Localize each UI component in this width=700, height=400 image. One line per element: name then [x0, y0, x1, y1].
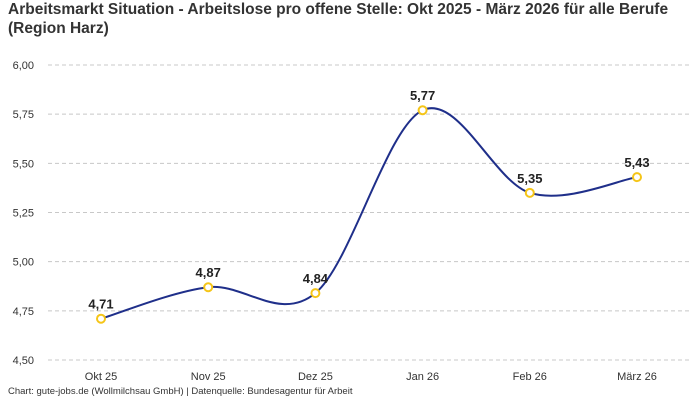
data-point: [632, 172, 642, 183]
y-tick-label: 6,00: [13, 60, 34, 72]
y-tick-label: 4,75: [13, 306, 34, 318]
data-points: [96, 105, 642, 324]
y-tick-label: 5,50: [13, 158, 34, 170]
data-label: 5,43: [624, 155, 649, 170]
y-tick-label: 4,50: [13, 355, 34, 367]
data-label: 4,84: [303, 271, 329, 286]
x-tick-label: Okt 25: [85, 371, 117, 383]
y-axis-ticks: 4,50 4,75 5,00 5,25 5,50 5,75 6,00: [13, 60, 34, 367]
data-point: [417, 105, 428, 116]
data-label: 5,77: [410, 88, 435, 103]
x-tick-label: Jan 26: [406, 371, 439, 383]
series-line: [100, 107, 638, 320]
x-tick-label: Dez 25: [298, 371, 333, 383]
data-label: 5,35: [517, 171, 542, 186]
y-tick-label: 5,25: [13, 208, 34, 220]
data-point: [203, 282, 214, 293]
x-tick-label: Feb 26: [513, 371, 547, 383]
data-point: [524, 187, 535, 198]
data-point: [310, 288, 321, 299]
data-label: 4,87: [196, 265, 221, 280]
data-labels: 4,71 4,87 4,84 5,77 5,35 5,43: [88, 88, 649, 311]
source-note: Chart: gute-jobs.de (Wollmilchsau GmbH) …: [8, 386, 353, 397]
x-axis-ticks: Okt 25 Nov 25 Dez 25 Jan 26 Feb 26 März 26: [85, 371, 657, 383]
data-point: [96, 313, 106, 324]
gridlines: [48, 64, 690, 361]
x-tick-label: März 26: [617, 371, 657, 383]
y-tick-label: 5,00: [13, 257, 34, 269]
x-tick-label: Nov 25: [191, 371, 226, 383]
data-label: 4,71: [88, 297, 113, 312]
chart-title: Arbeitsmarkt Situation - Arbeitslose pro…: [8, 1, 669, 37]
y-tick-label: 5,75: [13, 109, 34, 121]
